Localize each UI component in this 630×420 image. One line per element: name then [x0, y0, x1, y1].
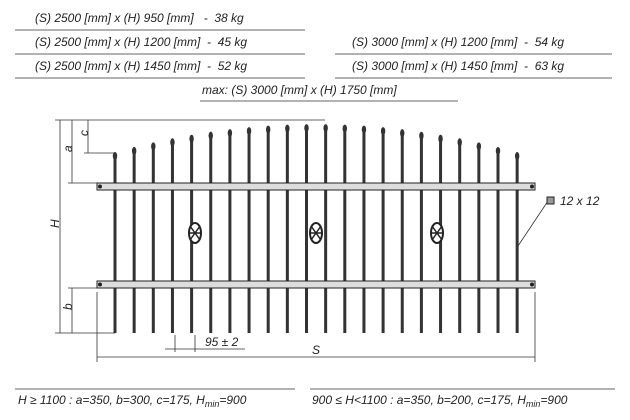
text: H ≥ 1100 : a=350, b=300, c=175, H [18, 393, 205, 407]
picket [343, 129, 347, 333]
text: =900 [219, 393, 246, 407]
picket [305, 129, 308, 333]
picket [266, 130, 270, 333]
picket-tip [131, 146, 137, 155]
dim-a: a [61, 145, 75, 152]
picket [170, 143, 174, 333]
bolt [530, 282, 534, 287]
rule-text: 900 ≤ H<1100 : a=350, b=200, c=175, Hmin… [312, 393, 568, 409]
picket-tip [400, 129, 405, 138]
text: =900 [540, 393, 567, 407]
picket-tip [285, 124, 290, 133]
picket-tip [342, 124, 347, 133]
picket-tip [112, 152, 118, 160]
picket [400, 134, 404, 333]
picket-tip [227, 129, 233, 138]
picket-tip [151, 142, 156, 151]
bolt [98, 184, 102, 189]
picket [113, 157, 117, 333]
ornament [431, 225, 443, 241]
picket-tip [208, 131, 213, 140]
picket-tip [514, 152, 520, 161]
picket [228, 134, 232, 333]
picket [362, 130, 366, 333]
dimension-lines [55, 119, 549, 362]
picket-tip [189, 134, 194, 143]
picket-tip [495, 146, 501, 155]
bolt [530, 184, 534, 189]
dim-b: b [61, 303, 75, 310]
picket-tip [266, 125, 271, 134]
picket [151, 147, 155, 333]
picket [247, 132, 251, 333]
picket-tip [304, 124, 309, 133]
picket [419, 136, 423, 333]
picket [496, 151, 500, 333]
picket [515, 157, 519, 333]
picket-tip [323, 124, 328, 133]
picket [324, 129, 328, 333]
ornament [310, 225, 322, 241]
picket [477, 147, 481, 333]
dim-c: c [77, 130, 91, 136]
picket [381, 132, 385, 333]
max-size: max: (S) 3000 [mm] x (H) 1750 [mm] [202, 83, 397, 97]
dim-H: H [48, 219, 62, 228]
picket [285, 129, 289, 333]
picket [209, 136, 213, 333]
rule-text: H ≥ 1100 : a=350, b=300, c=175, Hmin=900 [18, 393, 247, 409]
picket-tip [246, 127, 252, 136]
dim-S: S [312, 343, 320, 357]
ornament [189, 225, 201, 241]
subscript: min [526, 399, 541, 409]
picket-tip [457, 138, 462, 147]
picket [458, 143, 462, 333]
spec: (S) 2500 [mm] x (H) 1200 [mm] - 45 kg [35, 35, 247, 49]
profile-icon [546, 196, 555, 205]
spec: (S) 3000 [mm] x (H) 1200 [mm] - 54 kg [352, 35, 564, 49]
picket-tip [380, 127, 386, 136]
subscript: min [205, 399, 220, 409]
bottom-rail [96, 280, 536, 289]
text: 900 ≤ H<1100 : a=350, b=200, c=175, H [312, 393, 526, 407]
picket-tip [170, 138, 175, 147]
dim-profile: 12 x 12 [560, 194, 600, 208]
top-rail [96, 182, 536, 191]
picket-tip [361, 125, 367, 134]
dim-spacing: 95 ± 2 [205, 335, 239, 349]
spec: (S) 2500 [mm] x (H) 950 [mm] - 38 kg [35, 11, 244, 25]
picket [132, 151, 136, 333]
picket-tip [438, 134, 443, 143]
spec: (S) 2500 [mm] x (H) 1450 [mm] - 52 kg [35, 59, 247, 73]
picket-tip [419, 131, 424, 140]
bolt [98, 282, 102, 287]
spec: (S) 3000 [mm] x (H) 1450 [mm] - 63 kg [352, 59, 564, 73]
pickets [112, 124, 520, 333]
picket-tip [476, 142, 482, 151]
